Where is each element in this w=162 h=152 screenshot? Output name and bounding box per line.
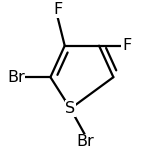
Text: F: F	[53, 2, 62, 17]
Text: S: S	[65, 101, 75, 116]
Text: Br: Br	[76, 134, 94, 149]
Text: Br: Br	[7, 70, 25, 85]
Text: F: F	[122, 38, 131, 53]
